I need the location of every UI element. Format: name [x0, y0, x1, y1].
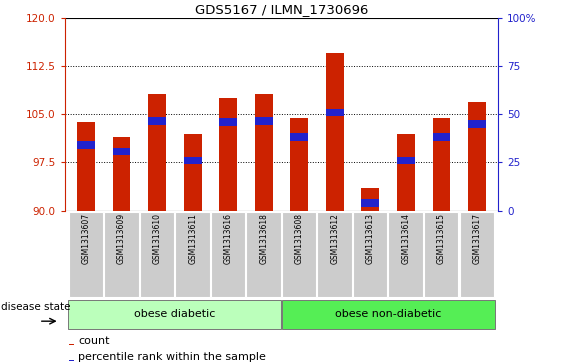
Bar	[361, 188, 379, 211]
Bar	[397, 134, 415, 211]
FancyBboxPatch shape	[353, 212, 387, 297]
Bar	[184, 134, 202, 211]
FancyBboxPatch shape	[388, 212, 423, 297]
Bar	[77, 122, 95, 211]
FancyBboxPatch shape	[140, 212, 174, 297]
Text: GSM1313612: GSM1313612	[330, 213, 339, 264]
Bar	[148, 117, 166, 125]
Text: GSM1313610: GSM1313610	[153, 213, 162, 264]
Text: GSM1313615: GSM1313615	[437, 213, 446, 264]
Text: GSM1313608: GSM1313608	[295, 213, 304, 264]
Bar	[291, 133, 308, 140]
Bar	[361, 199, 379, 207]
Bar	[113, 148, 131, 155]
FancyBboxPatch shape	[318, 212, 352, 297]
Bar	[184, 157, 202, 164]
FancyBboxPatch shape	[282, 300, 495, 329]
Bar	[148, 94, 166, 211]
Bar	[432, 133, 450, 140]
Text: GSM1313609: GSM1313609	[117, 213, 126, 264]
Text: GSM1313617: GSM1313617	[472, 213, 481, 264]
Bar	[220, 98, 237, 211]
Text: GSM1313614: GSM1313614	[401, 213, 410, 264]
Bar	[113, 137, 131, 211]
Bar	[69, 343, 74, 345]
Bar	[291, 118, 308, 211]
Text: disease state: disease state	[1, 302, 70, 312]
FancyBboxPatch shape	[211, 212, 245, 297]
Bar	[326, 109, 343, 116]
Title: GDS5167 / ILMN_1730696: GDS5167 / ILMN_1730696	[195, 3, 368, 16]
Bar	[397, 157, 415, 164]
Text: percentile rank within the sample: percentile rank within the sample	[78, 352, 266, 362]
FancyBboxPatch shape	[175, 212, 210, 297]
Text: GSM1313618: GSM1313618	[259, 213, 268, 264]
FancyBboxPatch shape	[459, 212, 494, 297]
Text: obese non-diabetic: obese non-diabetic	[335, 309, 441, 319]
Bar	[468, 102, 486, 211]
FancyBboxPatch shape	[69, 212, 103, 297]
FancyBboxPatch shape	[247, 212, 281, 297]
Text: GSM1313611: GSM1313611	[188, 213, 197, 264]
Bar	[326, 53, 343, 211]
FancyBboxPatch shape	[282, 212, 316, 297]
Bar	[77, 141, 95, 149]
Bar	[255, 117, 272, 125]
FancyBboxPatch shape	[424, 212, 458, 297]
Bar	[69, 360, 74, 362]
Bar	[432, 118, 450, 211]
Bar	[255, 94, 272, 211]
Text: count: count	[78, 336, 110, 346]
FancyBboxPatch shape	[68, 300, 282, 329]
Text: GSM1313613: GSM1313613	[366, 213, 375, 264]
Text: GSM1313607: GSM1313607	[82, 213, 91, 264]
Bar	[220, 118, 237, 126]
Text: GSM1313616: GSM1313616	[224, 213, 233, 264]
Text: obese diabetic: obese diabetic	[134, 309, 216, 319]
Bar	[468, 120, 486, 128]
FancyBboxPatch shape	[104, 212, 138, 297]
